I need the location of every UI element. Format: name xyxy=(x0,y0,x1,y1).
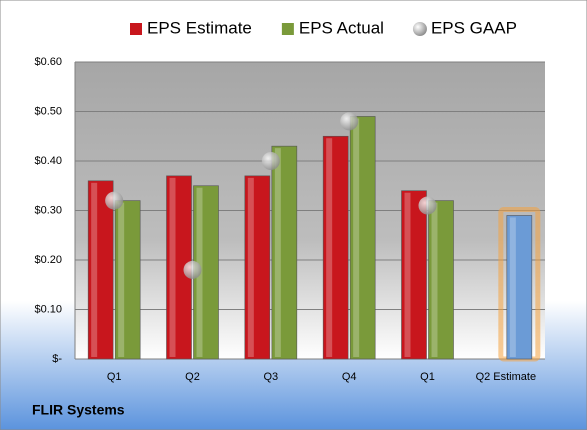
legend-label: EPS Estimate xyxy=(147,18,252,37)
legend-label: EPS GAAP xyxy=(431,18,517,37)
gaap-marker xyxy=(105,191,124,210)
bar xyxy=(271,145,298,360)
y-tick-label: $0.50 xyxy=(34,105,62,117)
legend-marker xyxy=(412,22,427,36)
y-tick-label: $- xyxy=(52,353,62,365)
y-tick-label: $0.30 xyxy=(34,204,62,216)
y-tick-label: $0.10 xyxy=(34,303,62,315)
gaap-marker xyxy=(183,260,202,279)
bar-shine xyxy=(353,118,360,357)
bar-shine xyxy=(274,148,281,357)
legend-label: EPS Actual xyxy=(299,18,384,37)
bar-shine xyxy=(118,202,125,357)
y-tick-label: $0.20 xyxy=(34,254,62,266)
bar-shine xyxy=(247,177,254,357)
x-tick-label: Q4 xyxy=(342,371,357,383)
bar xyxy=(114,200,141,360)
bar xyxy=(87,180,114,360)
bar-shine xyxy=(326,138,333,357)
bar xyxy=(401,190,427,360)
x-tick-label: Q3 xyxy=(263,371,278,383)
x-tick-label: Q1 xyxy=(107,371,122,383)
bar xyxy=(349,116,376,360)
gaap-marker xyxy=(418,196,437,215)
y-tick-label: $0.40 xyxy=(34,155,62,167)
bar xyxy=(244,175,271,360)
x-tick-label: Q2 Estimate xyxy=(476,371,537,383)
bar-shine xyxy=(169,177,176,357)
x-tick-label: Q1 xyxy=(420,371,435,383)
bar xyxy=(322,135,349,360)
bar-shine xyxy=(431,202,438,357)
legend-marker xyxy=(281,23,294,35)
y-tick-label: $0.60 xyxy=(34,56,62,68)
gaap-marker xyxy=(340,112,359,131)
footer: FLIR Systems xyxy=(32,402,125,418)
bar-shine xyxy=(509,217,516,357)
gaap-marker xyxy=(261,152,280,170)
bar-shine xyxy=(91,182,98,357)
bar xyxy=(428,200,454,360)
legend-marker xyxy=(130,23,142,35)
bar-shine xyxy=(404,192,411,357)
x-tick-label: Q2 xyxy=(185,371,200,383)
bar xyxy=(506,215,533,360)
